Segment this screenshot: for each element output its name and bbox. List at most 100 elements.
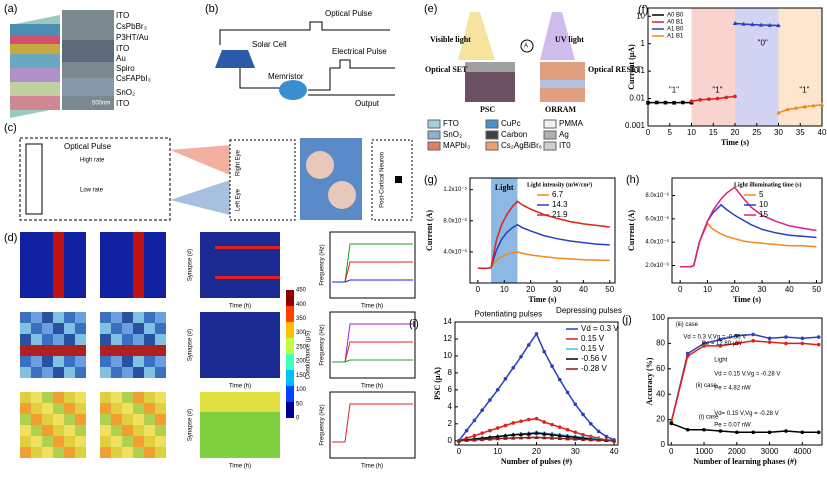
- heatmap-cell: [64, 345, 75, 356]
- heatmap-cell: [20, 414, 31, 425]
- heatmap-cell: [53, 403, 64, 414]
- annotation: Potentiating pulses: [475, 310, 543, 319]
- colorbar: [286, 322, 294, 338]
- marker: [472, 437, 477, 442]
- axis-title: Time (h): [229, 464, 251, 470]
- freq-trace: [332, 403, 413, 443]
- heatmap-cell: [155, 367, 166, 378]
- raster-band: [200, 392, 280, 412]
- heatmap-cell: [53, 276, 64, 287]
- label: ORRAM: [545, 105, 577, 114]
- heatmap-cell: [20, 254, 31, 265]
- heatmap-cell: [42, 265, 53, 276]
- heatmap-cell: [100, 414, 111, 425]
- heatmap-cell: [144, 287, 155, 298]
- marker: [495, 436, 500, 441]
- heatmap-cell: [133, 367, 144, 378]
- marker: [596, 429, 601, 434]
- legend-title: Light illuminating time (s): [734, 181, 802, 188]
- marker: [511, 432, 516, 437]
- marker: [495, 388, 500, 392]
- marker: [702, 344, 706, 348]
- axis-title: Synapse (#): [188, 329, 194, 361]
- heatmap-cell: [42, 425, 53, 436]
- heatmap-cell: [100, 356, 111, 367]
- annotation: (ii) case: [696, 383, 718, 389]
- y-tick-label: 6.0x10⁻⁶: [645, 215, 669, 222]
- x-tick-label: 30: [553, 285, 562, 294]
- legend-label: 15: [759, 210, 768, 219]
- layer-label: CsPbBr₃: [116, 22, 147, 31]
- marker: [589, 421, 593, 426]
- marker: [464, 428, 469, 433]
- label: A: [524, 44, 528, 50]
- marker: [534, 332, 539, 336]
- heatmap-cell: [100, 334, 111, 345]
- heatmap-cell: [64, 334, 75, 345]
- x-tick-label: 0: [457, 447, 462, 456]
- heatmap-cell: [20, 265, 31, 276]
- marker: [800, 336, 805, 341]
- heatmap-cell: [133, 425, 144, 436]
- heatmap-cell: [31, 243, 42, 254]
- legend-label: CuPc: [501, 119, 521, 128]
- colorbar: [286, 290, 294, 306]
- marker: [724, 95, 729, 100]
- heatmap-cell: [75, 265, 86, 276]
- box: [371, 139, 413, 221]
- colorbar-tick: 450: [296, 288, 307, 294]
- heatmap-cell: [42, 243, 53, 254]
- label: Optical SET: [425, 65, 468, 74]
- heatmap-cell: [42, 414, 53, 425]
- heatmap-cell: [42, 276, 53, 287]
- heatmap-cell: [111, 287, 122, 298]
- heatmap-cell: [144, 323, 155, 334]
- panel-a: (a) ITO CsPbBr₃ P3HT/Au ITO Au Spiro CsF…: [4, 3, 151, 118]
- heatmap-cell: [53, 323, 64, 334]
- freq-trace: [332, 359, 413, 363]
- marker: [784, 335, 788, 339]
- heatmap-cell: [111, 345, 122, 356]
- heatmap-cell: [122, 232, 133, 243]
- label: Visible light: [430, 35, 471, 44]
- region-label: Light: [495, 183, 514, 192]
- heatmap-cell: [42, 287, 53, 298]
- legend-swatch: [427, 119, 441, 129]
- layer-label: Au: [116, 54, 126, 63]
- marker: [793, 105, 799, 110]
- heatmap-cell: [133, 414, 144, 425]
- plot-frame: [469, 177, 616, 284]
- x-tick-label: 40: [610, 447, 619, 456]
- y-axis-title: Current (μA): [627, 44, 636, 90]
- heatmap-cell: [144, 356, 155, 367]
- heatmap-cell: [20, 334, 31, 345]
- marker: [557, 433, 562, 438]
- orram-layer: [540, 80, 585, 88]
- series-line: [680, 222, 817, 268]
- legend-label: A0 B1: [667, 20, 684, 26]
- marker: [646, 101, 650, 105]
- heatmap-cell: [122, 425, 133, 436]
- heatmap-cell: [53, 414, 64, 425]
- marker: [565, 436, 570, 441]
- y-tick-label: 12: [443, 334, 452, 343]
- x-tick-label: 40: [579, 285, 588, 294]
- marker: [565, 390, 570, 395]
- marker: [464, 437, 469, 442]
- marker: [718, 337, 723, 342]
- heatmap-cell: [111, 447, 122, 458]
- freq-plot: [329, 231, 416, 299]
- x-tick-label: 5: [668, 128, 673, 137]
- y-tick-label: 0: [661, 440, 666, 449]
- legend-label: 10: [759, 200, 768, 209]
- scale-bar: 500nm: [92, 101, 110, 107]
- heatmap-cell: [144, 425, 155, 436]
- label: UV light: [555, 35, 584, 44]
- legend-swatch: [543, 141, 557, 151]
- heatmap-cell: [133, 243, 144, 254]
- heatmap-cell: [100, 447, 111, 458]
- heatmap-cell: [42, 312, 53, 323]
- heatmap-cell: [111, 367, 122, 378]
- heatmap-cell: [133, 287, 144, 298]
